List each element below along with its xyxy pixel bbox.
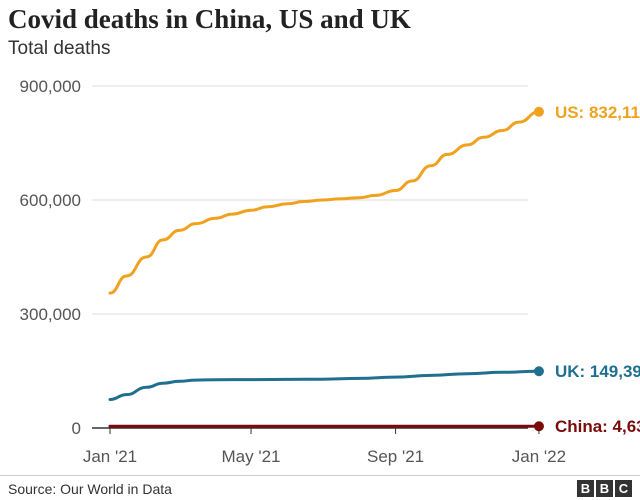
series-line-uk bbox=[108, 369, 541, 401]
source-note: Source: Our World in Data bbox=[8, 481, 172, 497]
series-end-label-us: US: 832,118 bbox=[555, 103, 640, 122]
series-end-dot-us bbox=[533, 106, 544, 117]
x-tick-label: Jan '22 bbox=[512, 447, 566, 466]
series-line-us bbox=[108, 110, 541, 295]
bbc-logo: B B C bbox=[577, 480, 632, 497]
bbc-logo-letter-2: B bbox=[596, 480, 613, 497]
series-end-label-china: China: 4,636 bbox=[555, 417, 640, 436]
y-tick-label: 600,000 bbox=[20, 191, 81, 210]
x-tick-label: Jan '21 bbox=[83, 447, 137, 466]
y-tick-label: 900,000 bbox=[20, 77, 81, 96]
x-tick-label: May '21 bbox=[222, 447, 281, 466]
bbc-logo-letter-3: C bbox=[615, 480, 632, 497]
line-chart: 0 300,000 600,000 900,000 Jan '21 May '21 Sep … bbox=[20, 77, 640, 466]
y-tick-label: 0 bbox=[72, 419, 81, 438]
chart-subtitle: Total deaths bbox=[8, 38, 111, 59]
y-tick-label: 300,000 bbox=[20, 305, 81, 324]
bbc-logo-letter-1: B bbox=[577, 480, 594, 497]
series-end-label-uk: UK: 149,399 bbox=[555, 362, 640, 381]
x-tick-label: Sep '21 bbox=[367, 447, 424, 466]
series-end-dot-uk bbox=[533, 366, 544, 377]
series-end-dot-china bbox=[533, 421, 544, 432]
chart-title: Covid deaths in China, US and UK bbox=[8, 4, 411, 34]
footer-divider bbox=[0, 475, 640, 476]
